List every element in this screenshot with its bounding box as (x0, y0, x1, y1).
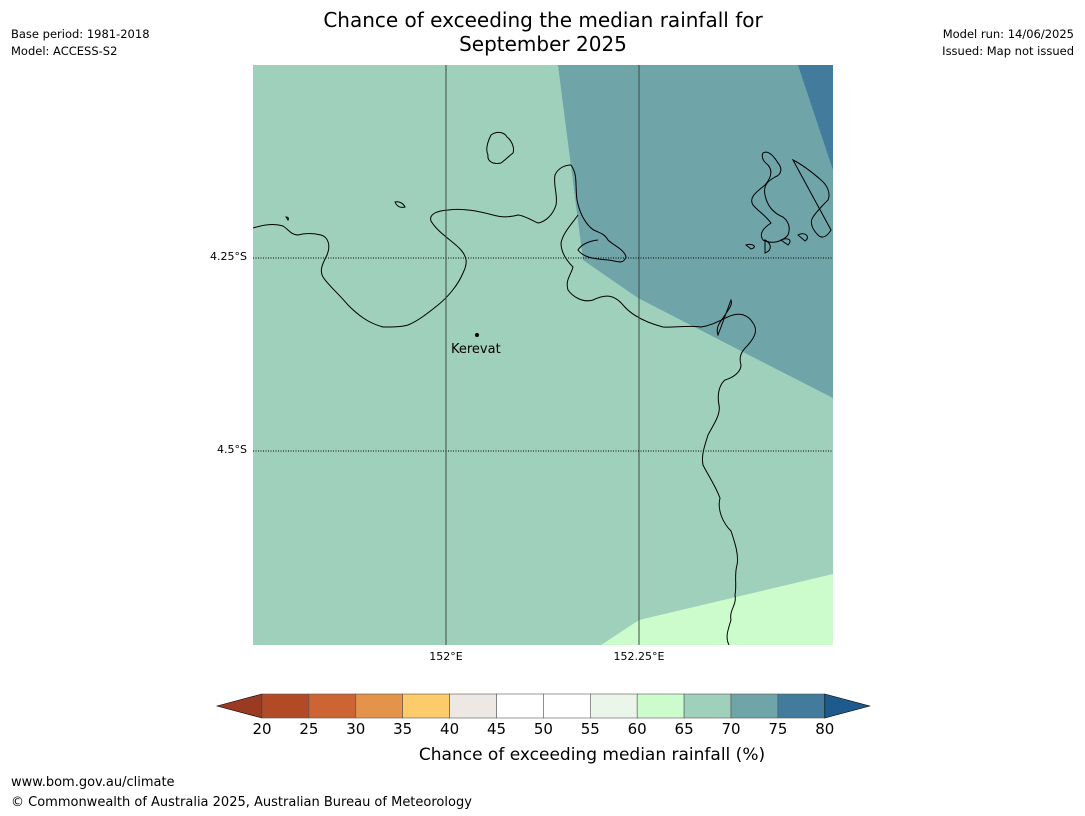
colorbar-segment (496, 693, 544, 719)
metadata-right: Model run: 14/06/2025 Issued: Map not is… (942, 26, 1074, 60)
rainfall-map (253, 65, 833, 645)
base-period-text: Base period: 1981-2018 (11, 27, 150, 41)
model-text: Model: ACCESS-S2 (11, 44, 118, 58)
colorbar-segment (730, 693, 779, 719)
colorbar-tick-label: 55 (580, 720, 600, 738)
colorbar-tick-label: 35 (393, 720, 413, 738)
colorbar-title: Chance of exceeding median rainfall (%) (418, 745, 766, 765)
colorbar-tick-label: 45 (486, 720, 507, 738)
issued-text: Issued: Map not issued (942, 44, 1074, 58)
lat-label-4-5: 4.5°S (217, 443, 247, 456)
footer-copyright: © Commonwealth of Australia 2025, Austra… (11, 795, 472, 810)
map-title-line2: September 2025 (459, 32, 627, 56)
colorbar-segment (589, 693, 638, 719)
lat-label-4-25: 4.25°S (210, 250, 247, 263)
colorbar-tick-label: 80 (815, 720, 835, 738)
model-run-text: Model run: 14/06/2025 (942, 27, 1074, 41)
colorbar-tick-label: 40 (440, 720, 460, 738)
colorbar-segment (543, 693, 591, 719)
graticule (253, 65, 833, 645)
colorbar-tick-label: 65 (674, 720, 694, 738)
colorbar-segment (308, 693, 357, 719)
colorbar-segments (215, 693, 871, 719)
metadata-left: Base period: 1981-2018 Model: ACCESS-S2 (11, 26, 150, 60)
colorbar-segment (355, 693, 404, 719)
lon-label-152-25: 152.25°E (613, 650, 665, 663)
colorbar-segment (636, 693, 685, 719)
colorbar-segment (683, 693, 732, 719)
colorbar-extend-low (215, 693, 263, 719)
map-canvas (253, 65, 833, 645)
colorbar-segment (449, 693, 497, 719)
zone-70-75 (558, 65, 833, 398)
colorbar-tick-label: 25 (299, 720, 319, 738)
colorbar-tick-label: 70 (721, 720, 741, 738)
coastline (253, 131, 832, 645)
zone-60-65 (601, 574, 833, 645)
colorbar-segment (261, 693, 310, 719)
colorbar-segment (777, 693, 826, 719)
zone-75-80 (798, 65, 833, 170)
footer-url: www.bom.gov.au/climate (11, 775, 175, 790)
colorbar-tick-label: 75 (768, 720, 788, 738)
colorbar-tick-label: 60 (627, 720, 647, 738)
colorbar-segment (402, 693, 450, 719)
map-title-line1: Chance of exceeding the median rainfall … (323, 8, 763, 32)
colorbar-tick-label: 20 (252, 720, 272, 738)
colorbar-extend-high (824, 693, 871, 719)
colorbar-tick-label: 30 (346, 720, 366, 738)
map-title: Chance of exceeding the median rainfall … (253, 8, 833, 56)
lon-label-152: 152°E (429, 650, 463, 663)
colorbar (215, 693, 871, 719)
kerevat-marker (475, 333, 479, 337)
colorbar-tick-label: 50 (533, 720, 553, 738)
kerevat-label: Kerevat (451, 342, 501, 357)
